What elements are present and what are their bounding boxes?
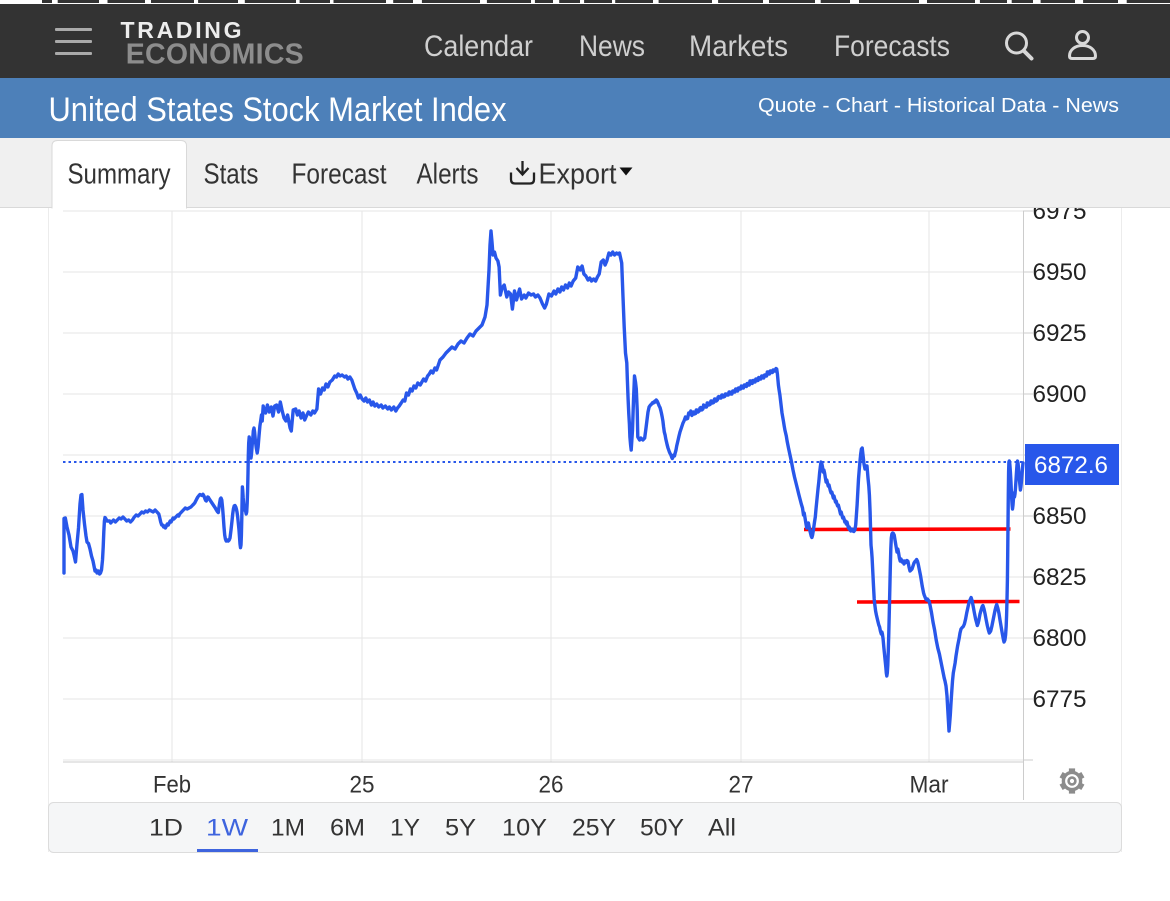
svg-text:Quote - Chart - Historical Dat: Quote - Chart - Historical Data - News	[758, 95, 1119, 117]
svg-text:Stats: Stats	[204, 159, 259, 191]
svg-text:10Y: 10Y	[502, 815, 547, 842]
svg-text:Feb: Feb	[153, 772, 191, 799]
svg-text:Forecasts: Forecasts	[834, 30, 950, 63]
svg-text:6925: 6925	[1033, 320, 1087, 347]
svg-text:6950: 6950	[1033, 259, 1087, 286]
svg-text:6975: 6975	[1033, 198, 1087, 225]
svg-text:27: 27	[729, 772, 754, 799]
svg-text:6M: 6M	[330, 815, 365, 842]
svg-text:6800: 6800	[1033, 625, 1087, 652]
svg-text:Export: Export	[539, 159, 617, 191]
svg-text:26: 26	[539, 772, 564, 799]
svg-text:Alerts: Alerts	[417, 159, 479, 191]
svg-text:6900: 6900	[1033, 381, 1087, 408]
svg-text:6850: 6850	[1033, 503, 1087, 530]
svg-text:25Y: 25Y	[572, 815, 616, 842]
svg-text:6872.6: 6872.6	[1034, 452, 1108, 479]
svg-text:ECONOMICS: ECONOMICS	[126, 39, 304, 71]
svg-text:News: News	[579, 30, 645, 63]
svg-text:6825: 6825	[1033, 564, 1087, 591]
svg-text:5Y: 5Y	[445, 815, 476, 842]
svg-text:Markets: Markets	[689, 30, 788, 63]
svg-text:Summary: Summary	[68, 159, 171, 191]
svg-text:6775: 6775	[1033, 686, 1087, 713]
svg-text:Calendar: Calendar	[424, 30, 533, 63]
svg-text:All: All	[708, 815, 736, 842]
svg-text:1M: 1M	[271, 815, 305, 842]
svg-text:50Y: 50Y	[640, 815, 684, 842]
svg-text:1Y: 1Y	[390, 815, 420, 842]
svg-text:1W: 1W	[206, 815, 248, 842]
svg-text:Mar: Mar	[910, 772, 949, 799]
svg-text:25: 25	[350, 772, 375, 799]
svg-text:1D: 1D	[149, 815, 183, 842]
svg-text:United States Stock Market Ind: United States Stock Market Index	[49, 91, 507, 129]
svg-text:Forecast: Forecast	[292, 159, 387, 191]
